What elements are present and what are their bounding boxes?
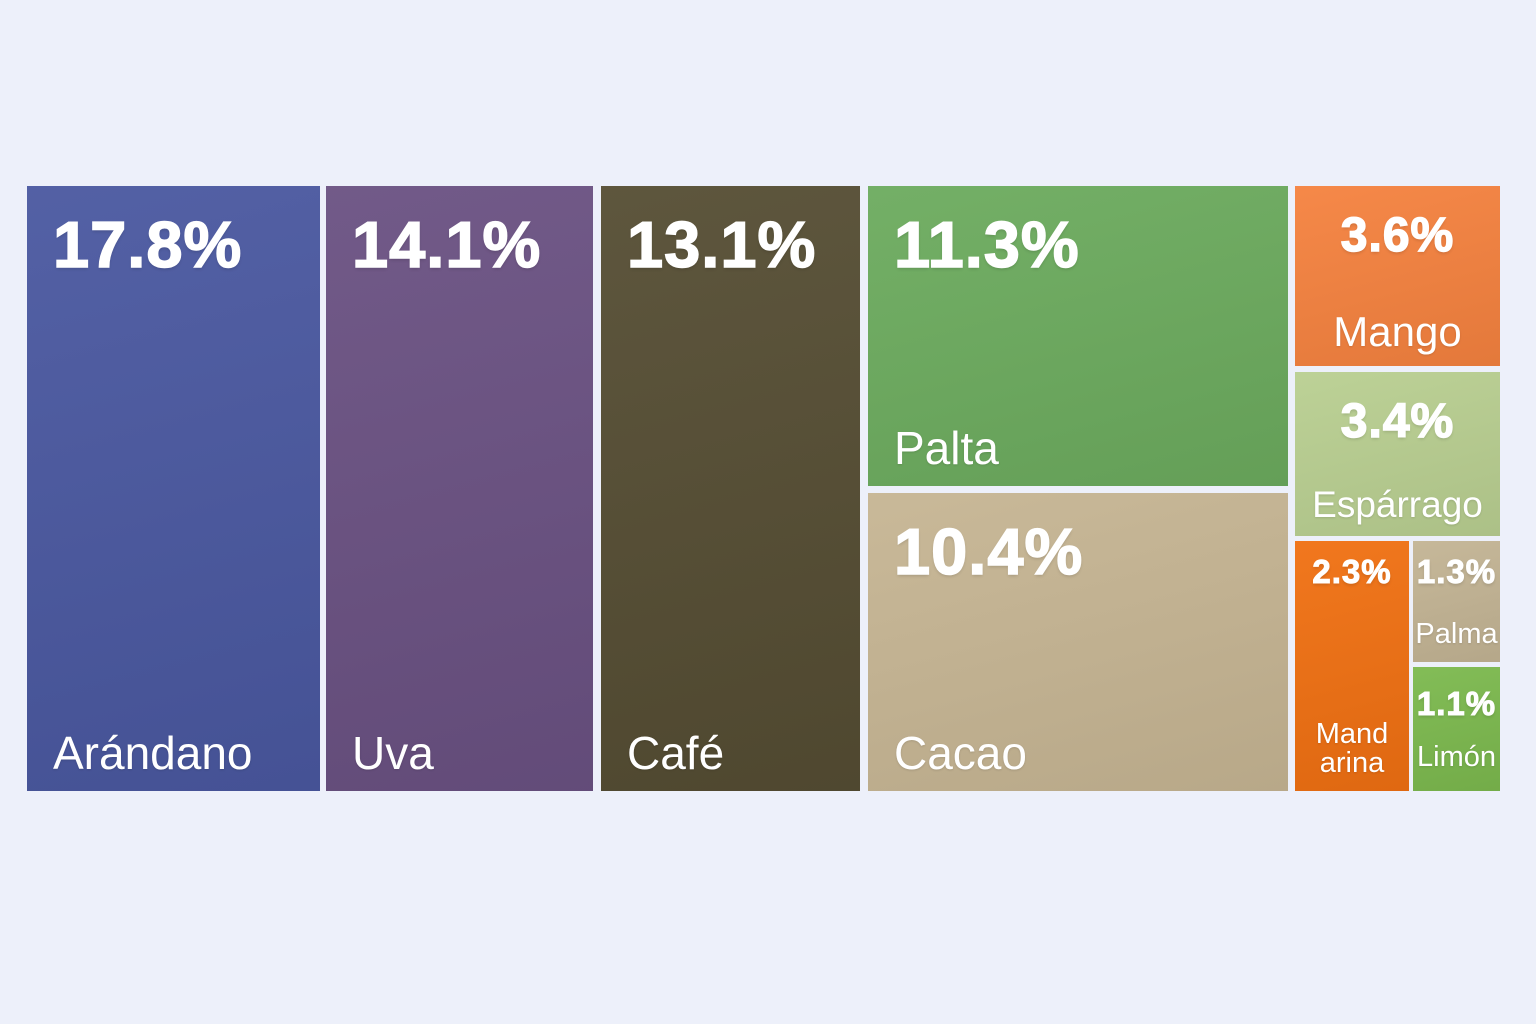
tile-label: Palta	[894, 422, 999, 475]
tile-label-line: Mand	[1315, 717, 1389, 750]
tile-label: Arándano	[53, 727, 253, 780]
tile-label: Limón	[1417, 741, 1496, 774]
treemap-tile-esparrago: 3.4% Espárrago	[1295, 372, 1500, 536]
tile-value: 3.4%	[1340, 395, 1455, 448]
tile-value: 11.3%	[893, 208, 1080, 281]
treemap-tile-mandarina: 2.3% Mand arina	[1295, 541, 1409, 791]
tile-value: 14.1%	[351, 208, 542, 281]
treemap-tile-cacao: 10.4% Cacao	[868, 493, 1288, 791]
treemap-tile-mango: 3.6% Mango	[1295, 186, 1500, 366]
tile-label: Espárrago	[1312, 484, 1483, 526]
tile-label: Mango	[1333, 308, 1462, 356]
tile-value: 1.3%	[1416, 553, 1497, 590]
tile-value: 10.4%	[893, 515, 1084, 588]
tile-value: 13.1%	[626, 208, 817, 281]
tile-value: 17.8%	[52, 208, 243, 281]
treemap-tile-cafe: 13.1% Café	[601, 186, 860, 791]
tile-label: Uva	[352, 727, 434, 780]
tile-value: 3.6%	[1340, 209, 1455, 262]
tile-label: Cacao	[894, 727, 1027, 780]
treemap-tile-palma: 1.3% Palma	[1413, 541, 1500, 662]
treemap-tile-arandano: 17.8% Arándano	[27, 186, 320, 791]
tile-label: Palma	[1415, 618, 1498, 651]
treemap-tile-palta: 11.3% Palta	[868, 186, 1288, 486]
treemap-tile-uva: 14.1% Uva	[326, 186, 593, 791]
tile-value: 2.3%	[1312, 553, 1392, 590]
tile-label-line: arina	[1319, 747, 1385, 780]
treemap-tile-limon: 1.1% Limón	[1413, 667, 1500, 791]
tile-label: Mand arina	[1315, 717, 1389, 780]
tile-label: Café	[627, 727, 725, 780]
tile-value: 1.1%	[1416, 685, 1497, 722]
